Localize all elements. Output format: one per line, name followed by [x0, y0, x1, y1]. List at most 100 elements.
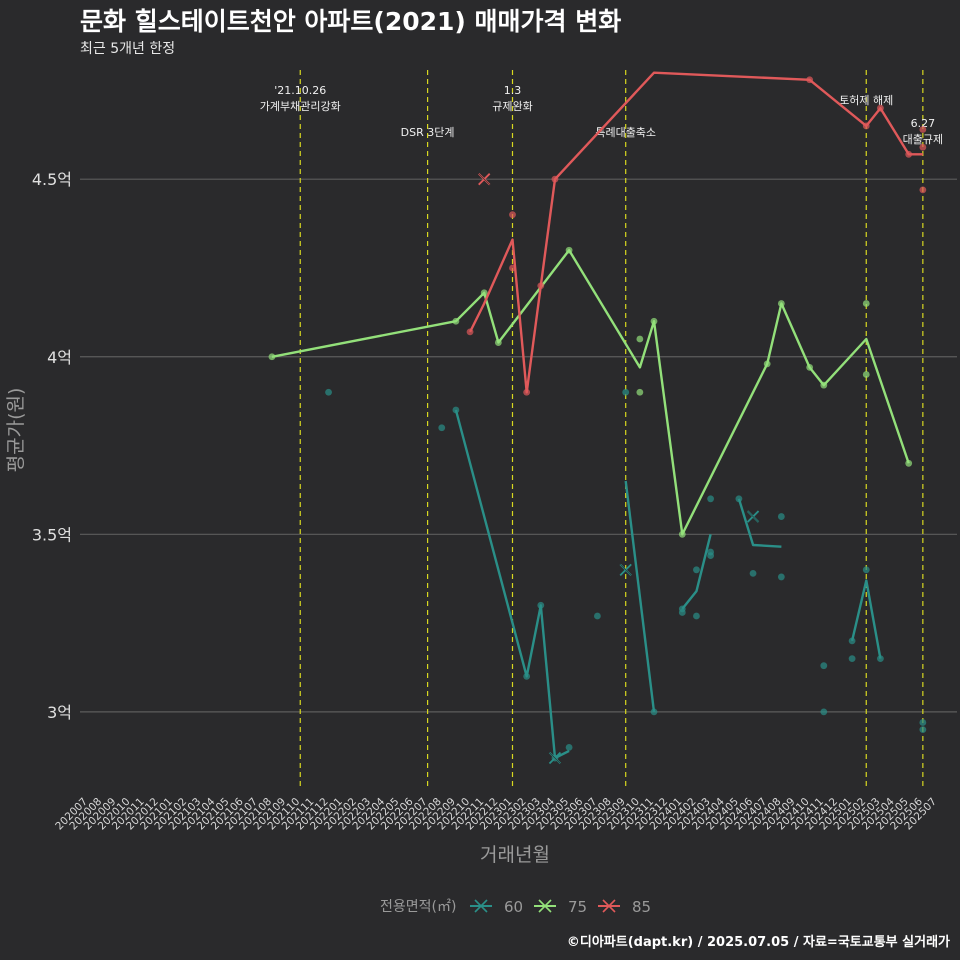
chart-title: 문화 힐스테이트천안 아파트(2021) 매매가격 변화 [80, 7, 622, 36]
data-point-75 [636, 388, 644, 396]
legend-item-75: 75 [534, 898, 587, 916]
data-point-60 [919, 719, 927, 726]
y-tick-label: 3억 [47, 703, 72, 722]
x-marker-85 [478, 173, 491, 186]
data-point-85 [919, 126, 927, 133]
x-marker-stroke [747, 510, 759, 523]
data-point-60 [650, 708, 658, 716]
data-point-60 [537, 601, 545, 609]
series-line-60 [737, 498, 782, 548]
x-marker-stroke [619, 564, 632, 576]
event-label: 특례대출축소 [595, 126, 656, 139]
x-marker-stroke [478, 173, 490, 185]
legend-label: 75 [568, 898, 587, 916]
event-label: '21.10.26 [274, 84, 326, 97]
data-point-85 [523, 388, 531, 396]
data-point-75 [268, 353, 276, 361]
legend-title: 전용면적(㎡) [380, 899, 456, 915]
legend: 전용면적(㎡) 60 75 85 [380, 898, 651, 916]
axes: 3억3.5억4억4.5억2020072020082020092020102020… [5, 170, 939, 866]
x-marker-stroke [549, 752, 561, 764]
series-layer [268, 71, 927, 765]
data-point-60 [693, 612, 700, 620]
data-point-60 [565, 743, 573, 751]
data-point-60 [777, 573, 785, 581]
data-point-75 [636, 335, 644, 343]
legend-label: 85 [632, 898, 651, 916]
data-point-60 [919, 726, 927, 734]
data-point-60 [622, 388, 630, 396]
chart-subtitle: 최근 5개년 한정 [80, 41, 176, 57]
data-point-75 [905, 459, 913, 467]
event-label: 규제완화 [492, 100, 532, 113]
data-point-85 [806, 76, 814, 84]
data-point-75 [806, 364, 814, 371]
data-point-85 [862, 122, 870, 130]
x-axis-title: 거래년월 [480, 844, 550, 866]
data-point-60 [777, 513, 785, 520]
y-tick-label: 4억 [47, 348, 72, 367]
series-line-60 [681, 534, 712, 610]
data-point-60 [693, 566, 700, 574]
event-label: 6.27 [911, 117, 936, 130]
data-point-75 [480, 289, 488, 297]
data-point-85 [877, 104, 884, 112]
data-point-85 [537, 282, 545, 290]
legend-key-x [474, 899, 488, 913]
data-point-60 [707, 495, 714, 503]
data-point-60 [325, 388, 332, 396]
data-point-60 [735, 495, 743, 503]
data-point-60 [820, 708, 828, 716]
data-point-85 [905, 150, 913, 158]
event-label: 토허제 해제 [839, 93, 893, 107]
legend-item-60: 60 [470, 898, 523, 916]
data-point-60 [523, 672, 531, 680]
data-point-60 [877, 655, 884, 663]
y-tick-label: 3.5억 [32, 525, 72, 544]
legend-key-x [538, 899, 552, 913]
data-point-60 [820, 662, 828, 670]
data-point-75 [777, 300, 785, 307]
data-point-60 [862, 566, 870, 574]
data-point-85 [919, 186, 927, 194]
data-point-85 [919, 143, 927, 151]
data-point-85 [466, 328, 474, 336]
series-line-60 [624, 480, 656, 713]
legend-key-x [602, 899, 616, 913]
series-line-75 [271, 248, 910, 536]
data-point-60 [452, 406, 460, 414]
data-point-60 [707, 548, 714, 556]
series-line-60 [850, 579, 882, 659]
source-caption: ©디아파트(dapt.kr) / 2025.07.05 / 자료=국토교통부 실… [566, 935, 950, 950]
data-point-75 [494, 339, 502, 346]
event-label: 1.3 [504, 84, 522, 97]
legend-label: 60 [504, 898, 523, 916]
data-point-60 [678, 605, 686, 613]
y-tick-label: 4.5억 [32, 170, 72, 189]
data-point-60 [848, 637, 856, 645]
data-point-75 [650, 317, 658, 325]
data-point-75 [678, 530, 686, 538]
data-point-60 [848, 655, 856, 663]
data-point-60 [749, 569, 757, 577]
data-point-85 [509, 211, 516, 219]
data-point-75 [565, 246, 573, 254]
event-label: 대출규제 [903, 133, 943, 146]
grid-lines [80, 178, 957, 713]
x-marker-60 [619, 563, 632, 576]
x-marker-60 [746, 510, 760, 523]
data-point-75 [862, 371, 870, 378]
event-label: DSR 3단계 [401, 126, 455, 139]
data-point-85 [509, 264, 516, 272]
data-point-75 [862, 300, 870, 307]
x-marker-60 [548, 751, 562, 765]
data-point-75 [763, 360, 771, 368]
data-point-85 [551, 175, 559, 183]
event-label: 가계부채관리강화 [260, 100, 341, 113]
y-axis-title: 평균가(원) [5, 388, 27, 473]
series-line-85 [469, 71, 923, 394]
data-point-75 [452, 317, 460, 325]
data-point-60 [438, 424, 446, 432]
